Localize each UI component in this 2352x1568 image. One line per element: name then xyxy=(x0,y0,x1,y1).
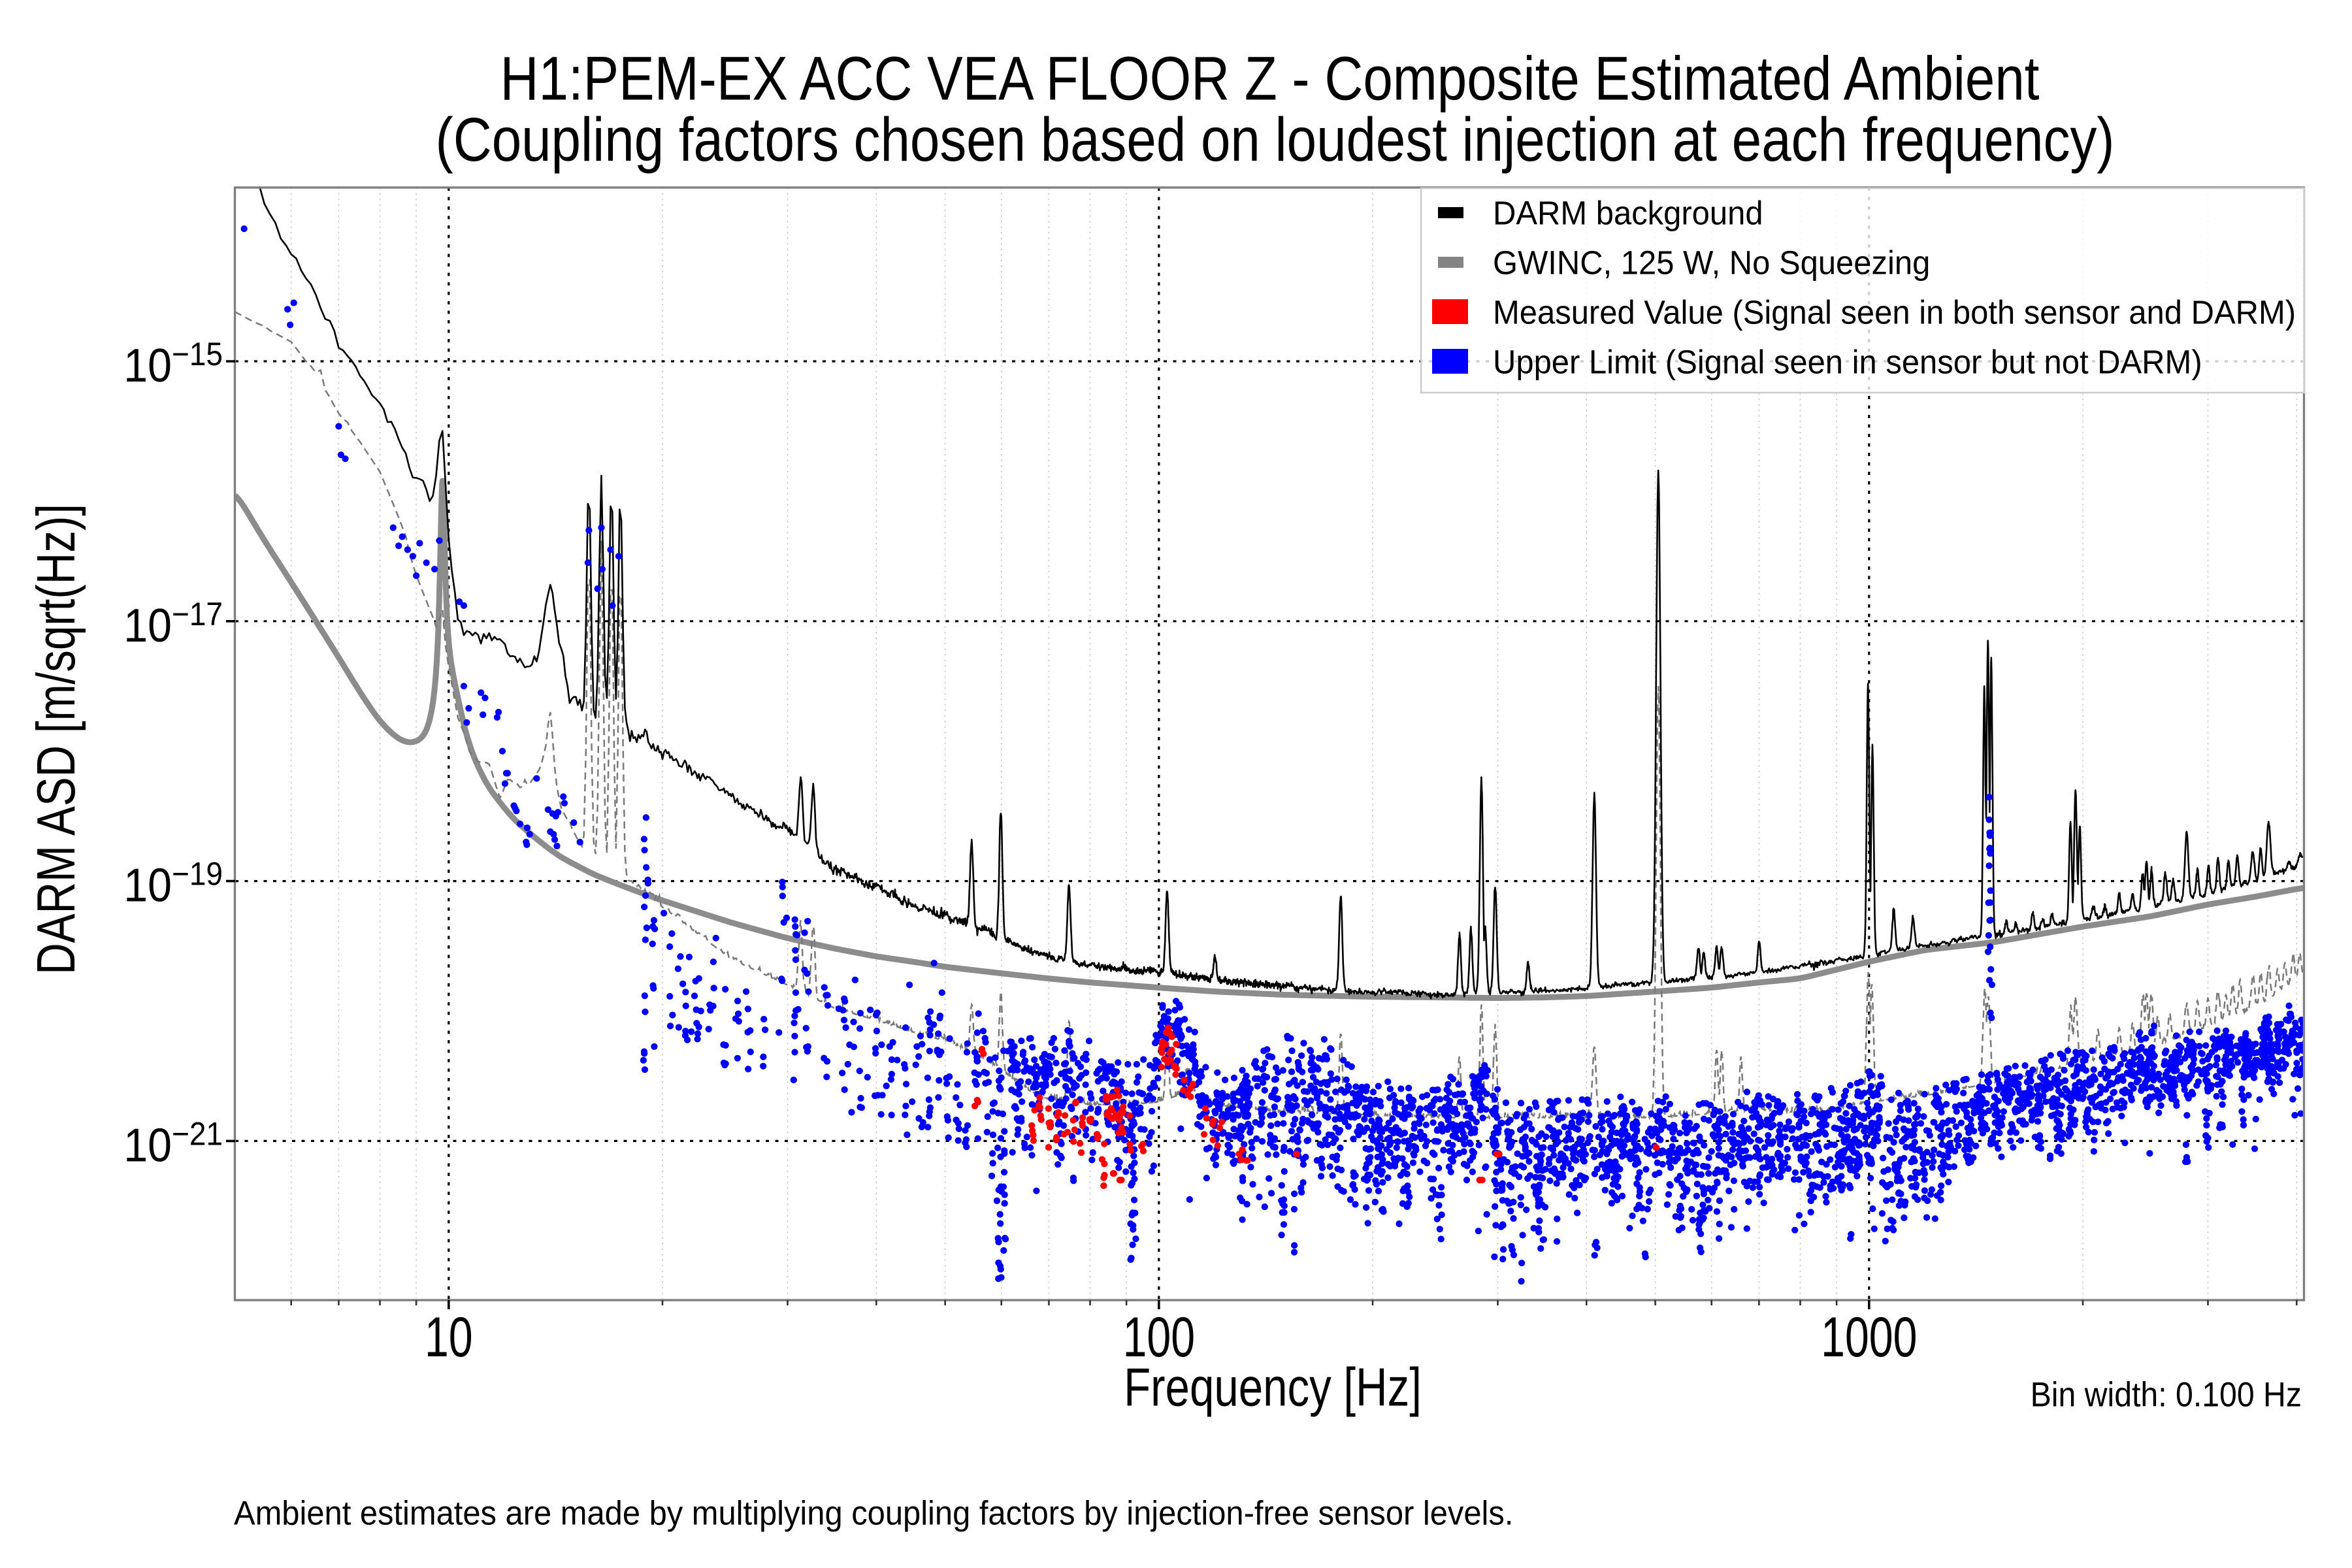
svg-text:Measured Value (Signal seen in: Measured Value (Signal seen in both sens… xyxy=(1493,294,2296,331)
svg-text:10: 10 xyxy=(425,1307,473,1369)
svg-text:DARM ASD [m/sqrt(Hz)]: DARM ASD [m/sqrt(Hz)] xyxy=(26,504,86,975)
svg-text:(Coupling factors chosen based: (Coupling factors chosen based on loudes… xyxy=(436,105,2115,174)
svg-text:1000: 1000 xyxy=(1821,1307,1917,1369)
svg-text:DARM background: DARM background xyxy=(1493,195,1763,232)
svg-text:H1:PEM-EX ACC VEA FLOOR Z - Co: H1:PEM-EX ACC VEA FLOOR Z - Composite Es… xyxy=(500,44,2040,113)
svg-text:Upper Limit (Signal seen in se: Upper Limit (Signal seen in sensor but n… xyxy=(1493,344,2202,381)
svg-text:Ambient estimates are made by: Ambient estimates are made by multiplyin… xyxy=(234,1494,1513,1532)
svg-text:GWINC, 125 W, No Squeezing: GWINC, 125 W, No Squeezing xyxy=(1493,244,1930,282)
svg-text:100: 100 xyxy=(1123,1307,1195,1369)
svg-text:Bin width: 0.100 Hz: Bin width: 0.100 Hz xyxy=(2031,1375,2302,1414)
svg-text:Frequency [Hz]: Frequency [Hz] xyxy=(1124,1358,1422,1418)
